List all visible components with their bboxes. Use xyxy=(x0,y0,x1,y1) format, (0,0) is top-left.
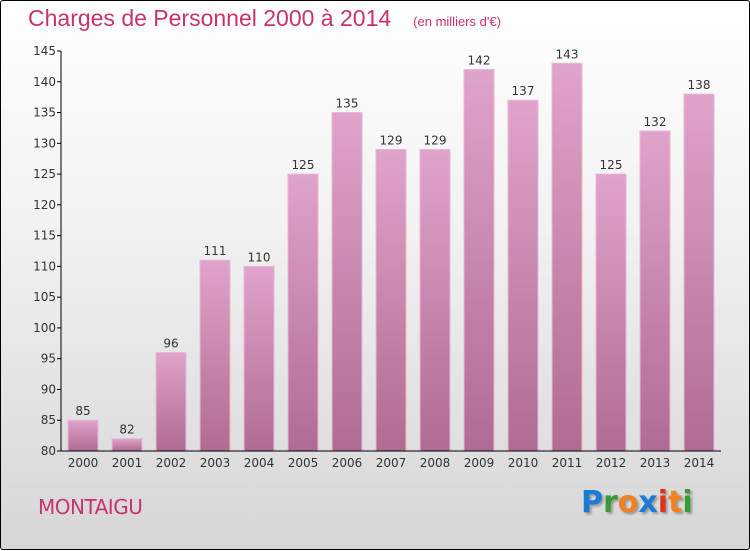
data-label-2004: 110 xyxy=(248,250,271,264)
bar-2000 xyxy=(67,419,99,452)
bar-2014 xyxy=(683,93,715,452)
y-tick-label-130: 130 xyxy=(33,136,56,150)
x-tick-label-2006: 2006 xyxy=(332,456,363,470)
x-tick-label-2012: 2012 xyxy=(596,456,627,470)
x-tick-label-2011: 2011 xyxy=(552,456,583,470)
bar-2009 xyxy=(463,68,495,452)
x-tick-label-2003: 2003 xyxy=(200,456,231,470)
data-label-2010: 137 xyxy=(512,84,535,98)
x-tick-label-2008: 2008 xyxy=(420,456,451,470)
y-tick-label-120: 120 xyxy=(33,198,56,212)
title-row: Charges de Personnel 2000 à 2014 (en mil… xyxy=(28,5,501,32)
data-label-2013: 132 xyxy=(644,115,667,129)
x-tick-label-2010: 2010 xyxy=(508,456,539,470)
y-tick-label-100: 100 xyxy=(33,321,56,335)
data-label-2003: 111 xyxy=(204,244,227,258)
proxiti-logo: Proxiti xyxy=(581,485,693,520)
data-label-2011: 143 xyxy=(556,47,579,61)
y-tick-label-135: 135 xyxy=(33,106,56,120)
bar-2008 xyxy=(419,148,451,452)
x-tick-label-2004: 2004 xyxy=(244,456,275,470)
y-tick-label-145: 145 xyxy=(33,44,56,58)
bar-2001 xyxy=(111,438,143,452)
bar-2012 xyxy=(595,173,627,452)
data-label-2014: 138 xyxy=(688,78,711,92)
data-label-2006: 135 xyxy=(336,97,359,111)
data-label-2007: 129 xyxy=(380,133,403,147)
x-tick-label-2007: 2007 xyxy=(376,456,407,470)
y-tick-label-105: 105 xyxy=(33,290,56,304)
y-tick-label-140: 140 xyxy=(33,75,56,89)
x-tick-label-2000: 2000 xyxy=(68,456,99,470)
y-tick-label-90: 90 xyxy=(41,382,56,396)
x-tick-label-2005: 2005 xyxy=(288,456,319,470)
chart-subtitle: (en milliers d'€) xyxy=(413,14,501,29)
x-tick-label-2009: 2009 xyxy=(464,456,495,470)
x-tick-label-2001: 2001 xyxy=(112,456,143,470)
data-label-2000: 85 xyxy=(75,404,90,418)
city-name: MONTAIGU xyxy=(38,495,143,519)
bar-2011 xyxy=(551,62,583,452)
chart-title: Charges de Personnel 2000 à 2014 xyxy=(28,5,392,31)
bar-2005 xyxy=(287,173,319,452)
y-tick-label-95: 95 xyxy=(41,352,56,366)
data-label-2002: 96 xyxy=(163,337,178,351)
data-label-2005: 125 xyxy=(292,158,315,172)
data-label-2008: 129 xyxy=(424,133,447,147)
bar-2002 xyxy=(155,352,187,452)
x-tick-label-2014: 2014 xyxy=(684,456,715,470)
y-tick-label-85: 85 xyxy=(41,413,56,427)
data-label-2001: 82 xyxy=(119,423,134,437)
x-tick-label-2002: 2002 xyxy=(156,456,187,470)
bar-2004 xyxy=(243,265,275,452)
y-tick-label-125: 125 xyxy=(33,167,56,181)
bar-2006 xyxy=(331,112,363,452)
bar-2013 xyxy=(639,130,671,452)
data-label-2009: 142 xyxy=(468,53,491,67)
data-label-2012: 125 xyxy=(600,158,623,172)
bar-2007 xyxy=(375,148,407,452)
y-tick-label-80: 80 xyxy=(41,444,56,458)
y-tick-label-115: 115 xyxy=(33,229,56,243)
y-tick-label-110: 110 xyxy=(33,259,56,273)
x-tick-label-2013: 2013 xyxy=(640,456,671,470)
bar-2003 xyxy=(199,259,231,452)
bar-2010 xyxy=(507,99,539,452)
